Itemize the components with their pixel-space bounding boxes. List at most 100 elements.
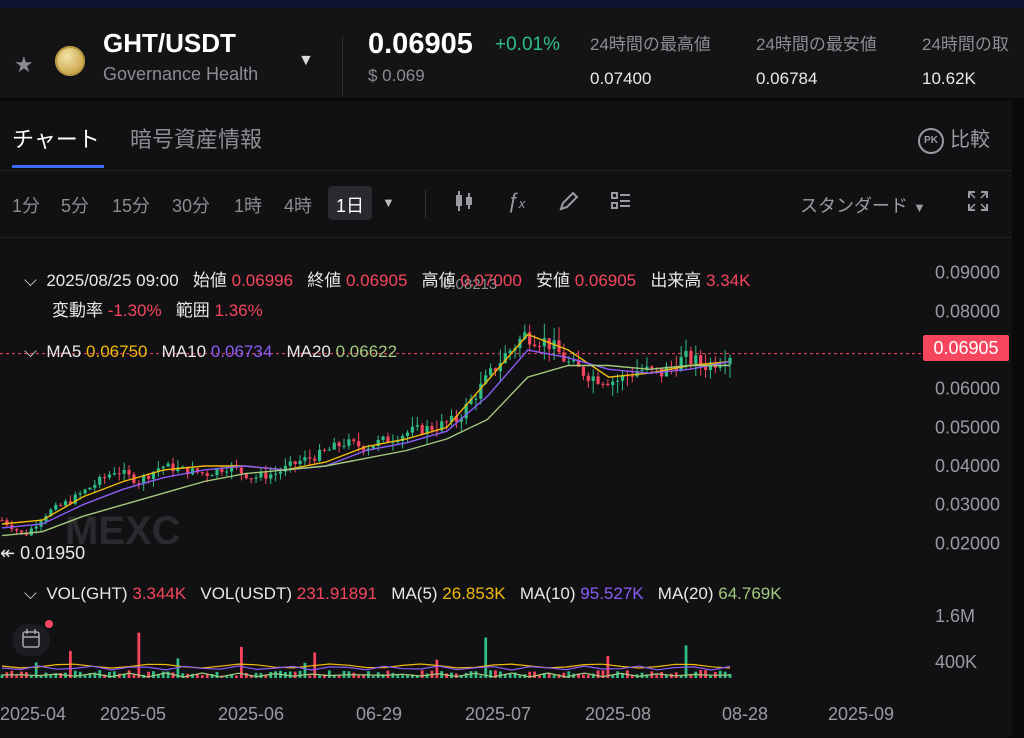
volume-bar	[479, 675, 483, 678]
volume-bar	[318, 675, 321, 678]
candle-body	[601, 383, 605, 385]
volume-bar	[528, 671, 532, 678]
low-marker-label: ↞ 0.01950	[0, 543, 85, 563]
candle-body	[723, 364, 727, 366]
candle-body	[239, 467, 244, 474]
candle-body	[220, 469, 224, 473]
candle-body	[405, 432, 410, 436]
candle-body	[68, 501, 73, 504]
ohlc-line-2: 変動率 -1.30% 範囲 1.36%	[52, 296, 263, 321]
timeframe-1m[interactable]: 1分	[12, 196, 41, 216]
volume-bar	[601, 670, 605, 678]
candlestick-type-icon[interactable]	[454, 190, 474, 218]
candle-body	[342, 445, 346, 447]
stat-24h-low: 24時間の最安値 0.06784	[756, 30, 877, 89]
candle-body	[381, 436, 385, 440]
collapse-chevron-icon[interactable]: ⌵	[24, 342, 37, 361]
timeframe-1h[interactable]: 1時	[234, 196, 263, 216]
volume-bar	[420, 670, 424, 678]
timeframe-15m[interactable]: 15分	[112, 196, 151, 216]
candle-body	[112, 473, 116, 475]
volume-bar	[718, 670, 722, 678]
collapse-chevron-icon[interactable]: ⌵	[24, 584, 37, 603]
high-label: 高値	[421, 271, 456, 290]
chart-style-label: スタンダード	[800, 196, 908, 216]
volume-bar	[445, 673, 449, 678]
candle-body	[430, 425, 434, 431]
vol-ma20-label: MA(20)	[657, 584, 714, 603]
stat-label: 24時間の取	[922, 35, 1009, 54]
candle-body	[694, 355, 698, 365]
volume-bar	[454, 673, 458, 678]
volume-bar	[513, 672, 517, 678]
draw-pencil-icon[interactable]	[558, 190, 580, 218]
candle-body	[620, 375, 625, 381]
candle-body	[181, 466, 185, 468]
timeframe-1d[interactable]: 1日	[336, 196, 365, 216]
volume-legend: ⌵ VOL(GHT) 3.344K VOL(USDT) 231.91891 MA…	[24, 584, 782, 604]
candle-body	[699, 355, 703, 365]
tab-chart[interactable]: チャート	[12, 127, 100, 152]
pair-symbol[interactable]: GHT/USDT	[103, 28, 236, 58]
layout-list-icon[interactable]	[610, 190, 632, 218]
timeframe-30m[interactable]: 30分	[172, 196, 211, 216]
ohlc-line-1: ⌵ 2025/08/25 09:00 始値 0.06996 終値 0.06905…	[24, 266, 750, 291]
volume-bar	[498, 671, 502, 678]
candle-body	[396, 441, 400, 443]
candle-body	[630, 375, 634, 377]
indicator-fx-icon[interactable]: ƒx	[507, 190, 526, 213]
volume-bar	[411, 674, 414, 678]
toolbar-divider	[425, 190, 426, 218]
volume-bar	[352, 672, 356, 678]
volume-bar	[161, 671, 165, 678]
volume-bar	[508, 673, 512, 678]
volume-ma-line	[1, 672, 731, 678]
candle-body	[684, 350, 688, 357]
volume-bar	[83, 675, 87, 678]
volume-bar	[679, 675, 683, 678]
ma20-value: 0.06622	[335, 342, 398, 361]
vol-ma5-value: 26.853K	[442, 584, 506, 603]
right-edge	[1012, 101, 1024, 737]
volume-bar	[655, 674, 659, 678]
ma10-label: MA10	[161, 342, 207, 361]
candle-body	[703, 364, 708, 370]
candle-body	[195, 468, 200, 473]
timeframe-more-caret-icon[interactable]: ▼	[382, 195, 395, 210]
volume-bar	[645, 674, 649, 678]
favorite-star-icon[interactable]: ★	[14, 52, 34, 77]
x-tick-label: 2025-04	[0, 704, 66, 724]
ma10-line	[1, 349, 731, 529]
rate-label: 変動率	[52, 301, 103, 320]
price-chart[interactable]: MEXC0.090000.080000.070000.060000.050000…	[0, 238, 1012, 738]
tab-crypto-info[interactable]: 暗号資産情報	[130, 127, 263, 152]
volume-bar	[518, 675, 522, 678]
ma10-value: 0.06734	[210, 342, 273, 361]
rate-value: -1.30%	[107, 301, 162, 320]
candle-body	[532, 344, 537, 347]
candle-body	[635, 370, 639, 377]
volume-bar	[489, 670, 492, 678]
calendar-icon[interactable]	[12, 624, 50, 656]
candle-body	[254, 477, 258, 479]
chart-style-select[interactable]: スタンダード ▼	[800, 192, 926, 218]
collapse-chevron-icon[interactable]: ⌵	[24, 271, 37, 290]
compare-button[interactable]: PK 比較	[918, 123, 990, 154]
volume-label: 出来高	[650, 271, 702, 290]
volume-bar	[117, 673, 121, 678]
candle-body	[107, 474, 112, 478]
range-value: 1.36%	[214, 301, 263, 320]
volume-bar	[49, 675, 53, 678]
candle-body	[728, 357, 732, 365]
pair-dropdown-caret-icon[interactable]: ▼	[298, 52, 314, 69]
candle-body	[205, 473, 209, 476]
compare-label: 比較	[950, 129, 990, 151]
volume-bar	[0, 674, 4, 678]
ma5-line	[1, 333, 731, 525]
stat-label: 24時間の最安値	[756, 35, 877, 54]
timeframe-5m[interactable]: 5分	[61, 196, 90, 216]
close-value: 0.06905	[345, 271, 408, 290]
fullscreen-icon[interactable]	[967, 190, 989, 218]
timeframe-4h[interactable]: 4時	[284, 196, 313, 216]
timeframe-active-bg	[328, 186, 372, 220]
